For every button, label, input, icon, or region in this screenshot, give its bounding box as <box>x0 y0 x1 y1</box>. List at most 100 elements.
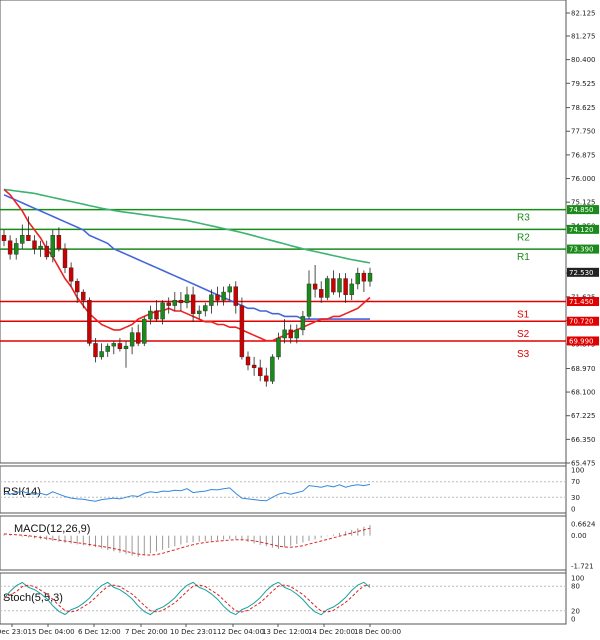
moving-averages <box>3 188 371 342</box>
candle-body <box>349 283 354 295</box>
price-axis: 82.125 81.275 80.400 79.525 78.625 77.750 76.8… <box>566 10 596 468</box>
candle-body <box>172 299 178 306</box>
candle-body <box>331 278 336 293</box>
time-tick-label: 13 Dec 12:00 <box>262 628 309 636</box>
time-tick-label: 6 Dec 12:00 <box>78 628 121 636</box>
candle-body <box>196 310 202 314</box>
price-tick-label: 76.000 <box>571 175 596 183</box>
candle-body <box>258 367 263 377</box>
price-tick-label: 76.875 <box>571 151 596 159</box>
price-tick-label: 82.125 <box>571 10 596 18</box>
candle-body <box>245 356 251 366</box>
candle-body <box>233 286 239 306</box>
candle-body <box>148 310 153 320</box>
candle-body <box>251 364 257 368</box>
candle-body <box>56 235 62 250</box>
candle-body <box>282 329 287 339</box>
sma-slow-line <box>3 188 371 264</box>
price-tick-label: 77.750 <box>571 128 596 136</box>
macd-tick-label: 0.6624 <box>571 521 596 529</box>
candle-body <box>312 283 318 290</box>
stoch-panel-frame <box>0 572 567 625</box>
rsi-tick-label: 70 <box>571 478 580 486</box>
macd-tick-label: 0.00 <box>571 532 587 540</box>
stoch-d-line <box>3 584 371 613</box>
stoch-tick-label: 0 <box>571 616 575 624</box>
candle-body <box>239 305 245 358</box>
price-tick-label: 81.275 <box>571 32 596 40</box>
candle-body <box>221 291 226 301</box>
time-axis: Dec 23:015 Dec 04:006 Dec 12:00 7 Dec 20:… <box>0 624 401 636</box>
level-label-r1: R1 <box>517 252 530 263</box>
time-tick-label: 14 Dec 20:00 <box>308 628 355 636</box>
sma-mid-line <box>3 194 370 320</box>
candle-body <box>306 283 312 317</box>
candle-body <box>123 345 129 350</box>
level-tag-s2 <box>567 316 599 326</box>
candle-body <box>166 302 171 306</box>
candle-body <box>203 305 208 312</box>
candle-body <box>300 316 306 331</box>
macd-indicator: 0.6624 0.00 -1.721 <box>3 521 596 571</box>
level-tag-r2 <box>567 224 599 234</box>
candle-body <box>44 245 49 258</box>
price-tick-label: 78.625 <box>571 104 596 112</box>
level-tag-text: 74.850 <box>569 206 594 214</box>
rsi-tick-label: 0 <box>571 506 575 514</box>
candle-body <box>178 299 184 304</box>
candle-body <box>111 343 117 347</box>
stoch-k-line <box>3 581 371 616</box>
rsi-line <box>3 483 371 502</box>
candle-body <box>288 329 293 339</box>
candle-body <box>190 294 196 314</box>
candle-body <box>276 337 281 358</box>
price-tick-label: 68.100 <box>571 389 596 397</box>
candle-body <box>93 343 98 358</box>
candle-body <box>117 343 123 350</box>
candle-body <box>135 332 141 344</box>
stoch-tick-label: 20 <box>571 607 580 615</box>
current-price-tag <box>567 267 599 277</box>
rsi-panel-frame <box>0 465 567 514</box>
price-panel-frame <box>0 0 567 464</box>
level-tag-s3 <box>567 336 599 346</box>
rsi-tick-label: 30 <box>571 494 580 502</box>
candle-body <box>81 291 86 301</box>
candle-body <box>68 267 74 282</box>
macd-tick-label: -1.721 <box>571 563 594 571</box>
level-label-r3: R3 <box>517 213 530 224</box>
candle-body <box>105 345 110 352</box>
candle-body <box>294 329 299 339</box>
time-tick-label: 18 Dec 00:00 <box>354 628 401 636</box>
candle-body <box>355 272 360 285</box>
stoch-tick-label: 80 <box>571 583 580 591</box>
candle-body <box>1 235 7 241</box>
candle-body <box>361 272 367 282</box>
stoch-tick-label: 100 <box>571 575 584 583</box>
candle-body <box>62 248 68 268</box>
time-tick-label: 7 Dec 20:00 <box>125 628 168 636</box>
candle-body <box>38 245 43 250</box>
level-tag-text: 69.990 <box>569 337 594 345</box>
price-tick-label: 75.125 <box>571 199 596 207</box>
candle-body <box>209 294 214 306</box>
candle-body <box>20 235 25 244</box>
current-price-marker: 72.530 <box>567 267 599 277</box>
level-tag-s1 <box>567 297 599 307</box>
macd-title: MACD(12,26,9) <box>14 523 90 535</box>
candle-body <box>129 332 135 347</box>
time-tick-label: 10 Dec 23:01 <box>170 628 217 636</box>
rsi-indicator: 100 70 30 0 <box>0 467 584 514</box>
time-tick-label: 12 Dec 04:00 <box>217 628 264 636</box>
price-tick-label: 79.525 <box>571 80 596 88</box>
candle-body <box>367 272 373 282</box>
price-tick-label: 80.400 <box>571 56 596 64</box>
level-tag-text: 74.120 <box>569 226 594 234</box>
macd-panel-frame <box>0 515 567 571</box>
current-price-text: 72.530 <box>569 269 594 277</box>
level-label-s1: S1 <box>517 310 530 321</box>
price-tick-label: 66.350 <box>571 436 596 444</box>
candle-body <box>26 235 31 241</box>
